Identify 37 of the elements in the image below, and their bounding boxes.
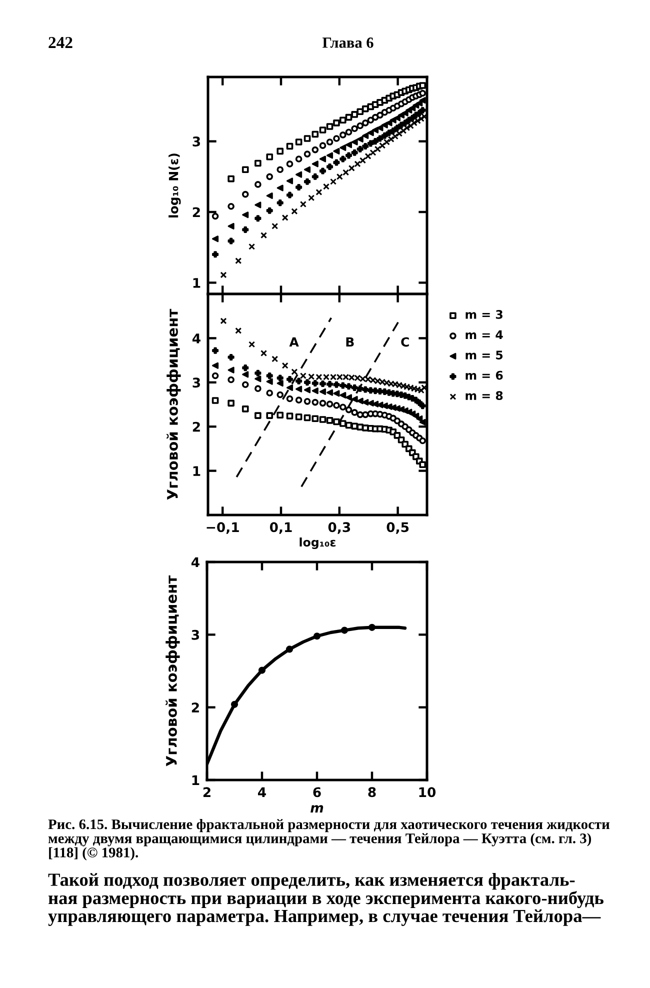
y-tick-label: 2	[192, 207, 200, 218]
y-tick-label: 3	[192, 630, 200, 640]
legend-label: m = 4	[466, 330, 503, 340]
y-tick-label: 4	[192, 334, 200, 344]
text: Глава 6	[322, 38, 374, 48]
text: Рис. 6.15. Вычисление фрактальной размерности для хаотического течения жидкости между двумя вращающимися цилиндрами — течения Тейлора — Куэтта (см. гл. 3) [118] (© 1981).	[48, 819, 610, 860]
text: Такой подход позволяет определить, как изменяется фракталь- ная размерность при вариации в ходе эксперимента какого-нибудь управляющего параметра. Например, в случае течения Тейлора—	[48, 873, 604, 926]
x-tick-label: 8	[368, 787, 376, 798]
legend-label: m = 3	[466, 310, 502, 319]
y-tick-label: 3	[192, 136, 200, 147]
y-tick-label: 1	[193, 278, 200, 288]
y-tick-label: 4	[191, 557, 200, 568]
text: 242	[48, 36, 72, 48]
x-tick-label: 6	[313, 787, 321, 798]
y-tick-label: 2	[192, 702, 199, 712]
x-tick-label: 10	[419, 787, 436, 798]
x-tick-label: 0,1	[270, 522, 292, 534]
x-tick-label: 0,5	[386, 522, 409, 534]
x-axis-title: m	[310, 805, 324, 813]
y-tick-label: 1	[192, 775, 200, 786]
annotation: A	[289, 337, 299, 347]
annotation: B	[346, 337, 354, 347]
y-tick-label: 2	[192, 422, 200, 432]
annotation: C	[401, 337, 409, 347]
legend-label: m = 5	[466, 350, 503, 360]
x-axis-title: log₁₀ε	[300, 537, 336, 550]
x-tick-label: −0,1	[206, 522, 239, 534]
x-tick-label: 0,3	[328, 522, 350, 534]
x-tick-label: 2	[203, 787, 210, 797]
legend-label: m = 6	[466, 370, 503, 380]
y-axis-title: Угловой коэффициент	[166, 575, 180, 766]
y-axis-title: log₁₀ N(ε)	[168, 154, 181, 218]
y-tick-label: 1	[193, 466, 200, 476]
y-axis-title: Угловой коэффициент	[166, 308, 181, 500]
y-tick-label: 3	[192, 378, 200, 388]
x-tick-label: 4	[258, 787, 266, 797]
legend-label: m = 8	[466, 391, 503, 400]
